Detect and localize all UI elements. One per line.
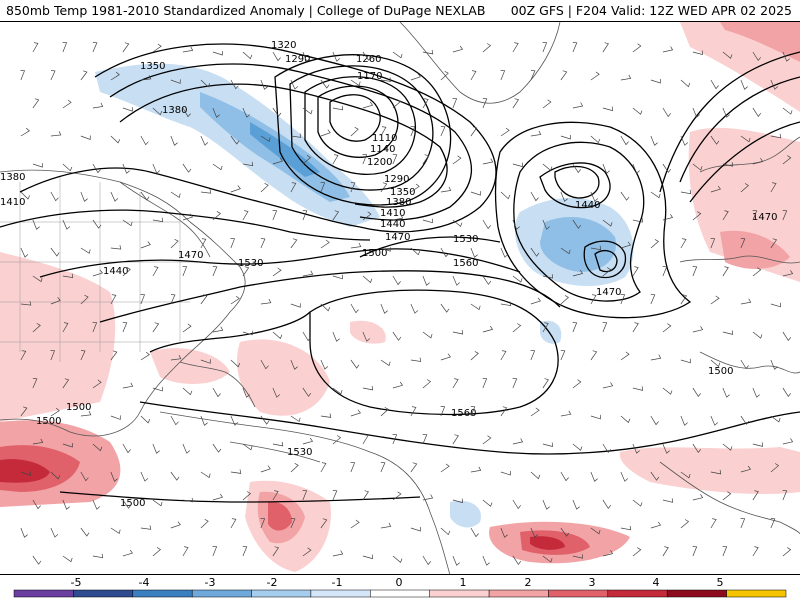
contour-label: 1170 — [357, 71, 382, 82]
colorbar-swatch — [191, 589, 252, 598]
map-header: 850mb Temp 1981-2010 Standardized Anomal… — [0, 0, 800, 22]
colorbar-swatch — [370, 589, 430, 598]
colorbar-tick-label: -2 — [266, 576, 278, 589]
contour-label: 1440 — [575, 200, 600, 211]
colorbar-swatch — [73, 589, 134, 598]
wind-barbs — [20, 42, 794, 566]
contour-label: 1470 — [596, 287, 621, 298]
contour-label: 1350 — [390, 187, 415, 198]
map-panel: 1320 1290 1350 1260 1170 1380 1110 1140 … — [0, 22, 800, 575]
contour-label: 1500 — [708, 366, 733, 377]
anomaly-colorbar: -5 -4 -3 -2 -1 0 1 2 3 4 5 — [0, 575, 800, 600]
contour-label: 1500 — [66, 402, 91, 413]
colorbar-tick-label: -3 — [204, 576, 216, 589]
colorbar-strip — [13, 589, 787, 598]
colorbar-tick-label: 3 — [588, 576, 596, 589]
anomaly-map: 1320 1290 1350 1260 1170 1380 1110 1140 … — [0, 22, 800, 574]
contour-value-labels: 1320 1290 1350 1260 1170 1380 1110 1140 … — [0, 40, 777, 509]
colorbar-swatch — [726, 589, 787, 598]
contour-label: 1500 — [36, 416, 61, 427]
contour-label: 1290 — [384, 174, 409, 185]
contour-label: 1500 — [362, 248, 387, 259]
colorbar-swatch — [607, 589, 668, 598]
colorbar-swatch — [488, 589, 549, 598]
colorbar-swatch — [310, 589, 371, 598]
contour-label: 1440 — [103, 266, 128, 277]
colorbar-swatch — [132, 589, 193, 598]
colorbar-tick-label: -5 — [70, 576, 82, 589]
political-borders — [0, 177, 200, 362]
colorbar-tick-label: -1 — [331, 576, 343, 589]
height-contours — [0, 43, 800, 503]
colorbar-tick-label: 2 — [524, 576, 532, 589]
contour-label: 1560 — [453, 258, 478, 269]
colorbar-tick-label: 5 — [716, 576, 724, 589]
contour-label: 1470 — [385, 232, 410, 243]
contour-label: 1530 — [238, 258, 263, 269]
colorbar-tick-label: 4 — [652, 576, 660, 589]
colorbar-swatch — [548, 589, 609, 598]
contour-label: 1320 — [271, 40, 296, 51]
coastlines — [0, 22, 800, 574]
contour-label: 1290 — [285, 54, 310, 65]
colorbar-swatch — [429, 589, 490, 598]
product-title: 850mb Temp 1981-2010 Standardized Anomal… — [6, 3, 486, 18]
contour-label: 1140 — [370, 144, 395, 155]
colorbar-swatch — [13, 589, 74, 598]
warm-anomaly-shading — [0, 22, 800, 572]
run-valid-time: 00Z GFS | F204 Valid: 12Z WED APR 02 202… — [510, 3, 792, 18]
colorbar-tick-label: -4 — [138, 576, 150, 589]
contour-label: 1200 — [367, 157, 392, 168]
contour-label: 1380 — [162, 105, 187, 116]
contour-label: 1410 — [380, 208, 405, 219]
contour-label: 1530 — [453, 234, 478, 245]
contour-label: 1500 — [120, 498, 145, 509]
colorbar-tick-label: 0 — [395, 576, 403, 589]
contour-label: 1530 — [287, 447, 312, 458]
contour-label: 1110 — [372, 133, 397, 144]
colorbar-swatch — [666, 589, 727, 598]
colorbar-tick-label: 1 — [459, 576, 467, 589]
contour-label: 1470 — [178, 250, 203, 261]
colorbar-swatch — [251, 589, 312, 598]
contour-label: 1440 — [380, 219, 405, 230]
contour-label: 1410 — [0, 197, 25, 208]
contour-label: 1350 — [140, 61, 165, 72]
contour-label: 1560 — [451, 408, 476, 419]
contour-label: 1470 — [752, 212, 777, 223]
contour-label: 1380 — [0, 172, 25, 183]
contour-label: 1380 — [386, 197, 411, 208]
